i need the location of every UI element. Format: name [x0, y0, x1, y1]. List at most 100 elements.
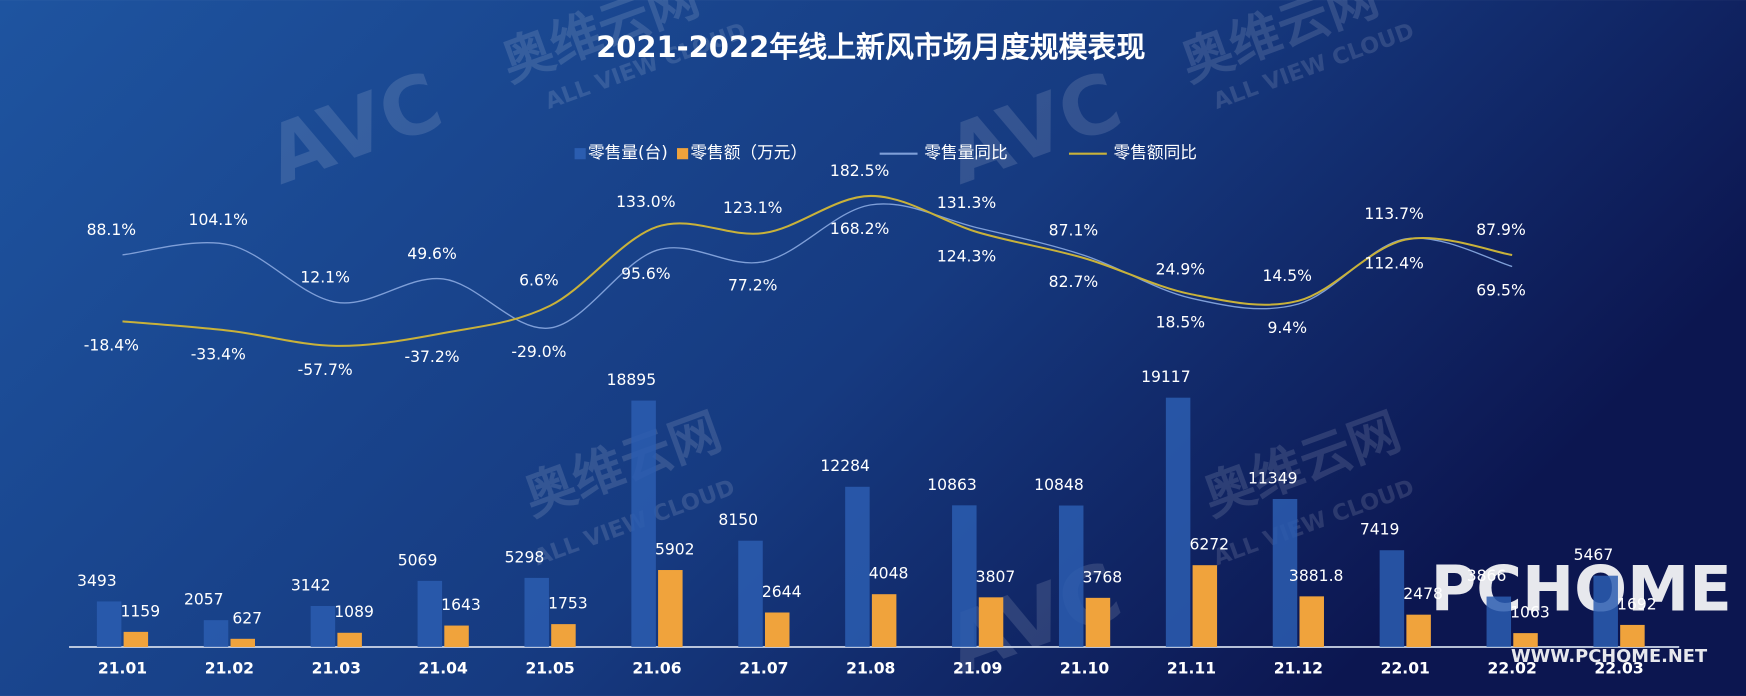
data-label: 131.3% [937, 194, 996, 212]
bar [978, 597, 1004, 647]
data-label: 18.5% [1156, 313, 1206, 331]
bar [96, 601, 122, 647]
data-label: 104.1% [189, 211, 248, 229]
data-label: 19117 [1141, 368, 1191, 386]
data-label: 12284 [820, 457, 870, 475]
x-tick-label: 21.01 [98, 660, 147, 678]
legend-label: 零售额（万元） [690, 142, 807, 162]
data-label: 95.6% [621, 265, 671, 283]
data-label: 87.9% [1476, 221, 1526, 239]
data-label: 3881.8 [1289, 567, 1344, 585]
data-label: 87.1% [1049, 221, 1099, 239]
data-label: 112.4% [1364, 255, 1423, 273]
data-label: 3142 [291, 576, 331, 594]
bar [1299, 596, 1324, 647]
data-label: 5467 [1574, 546, 1614, 564]
x-tick-label: 21.12 [1274, 660, 1323, 678]
bar [417, 580, 443, 647]
data-label: 10863 [927, 476, 977, 494]
data-label: 1643 [441, 596, 481, 614]
data-label: 12.1% [300, 268, 350, 286]
legend-swatch [677, 148, 689, 160]
data-label: 82.7% [1049, 273, 1099, 291]
bar [1058, 505, 1084, 647]
bar [1593, 575, 1618, 647]
data-label: 8150 [718, 511, 758, 529]
bar [310, 606, 336, 647]
bar [845, 486, 870, 647]
legend-swatch [574, 148, 586, 160]
bar [1085, 597, 1111, 647]
data-label: 24.9% [1156, 260, 1206, 278]
x-tick-label: 21.02 [205, 660, 254, 678]
legend-label: 零售额同比 [1114, 142, 1197, 162]
line [122, 194, 1513, 347]
line [122, 203, 1513, 329]
x-tick-label: 21.03 [312, 660, 361, 678]
legend-label: 零售量(台) [588, 142, 668, 162]
data-label: 182.5% [830, 162, 889, 180]
data-label: 10848 [1034, 476, 1084, 494]
data-label: 5069 [398, 551, 438, 569]
bar [631, 400, 656, 647]
bar [1165, 397, 1191, 647]
data-label: 88.1% [87, 221, 137, 239]
data-label: 3768 [1083, 568, 1123, 586]
legend-label: 零售量同比 [924, 142, 1007, 162]
data-label: 124.3% [937, 247, 996, 265]
data-label: 2644 [762, 583, 802, 601]
bar [444, 625, 469, 647]
data-label: 133.0% [616, 193, 675, 211]
data-label: 11349 [1248, 469, 1298, 487]
bar [1620, 624, 1645, 647]
data-label: 2057 [184, 591, 224, 609]
data-label: 113.7% [1364, 205, 1423, 223]
data-label: -33.4% [191, 346, 246, 364]
bar [1272, 498, 1298, 647]
bar [203, 620, 229, 647]
data-label: 49.6% [407, 245, 457, 263]
data-label: 77.2% [728, 277, 778, 295]
bar [952, 505, 977, 647]
data-label: 5902 [655, 540, 695, 558]
x-tick-label: 21.10 [1060, 660, 1109, 678]
x-tick-label: 21.06 [632, 660, 681, 678]
data-label: -37.2% [404, 348, 459, 366]
bar [1192, 565, 1218, 647]
bar [871, 594, 897, 647]
data-label: -18.4% [84, 336, 139, 354]
bar [123, 631, 149, 647]
data-label: 1159 [120, 602, 160, 620]
bar [230, 638, 255, 647]
data-label: 6272 [1189, 536, 1229, 554]
data-label: -57.7% [298, 361, 353, 379]
watermark: WWW.PCHOME.NET [1511, 646, 1708, 667]
chart-title: 2021-2022年线上新风市场月度规模表现 [596, 30, 1145, 64]
bar [738, 540, 763, 647]
data-label: 5298 [505, 548, 545, 566]
x-tick-label: 21.11 [1167, 660, 1216, 678]
data-label: 168.2% [830, 220, 889, 238]
bar [764, 612, 790, 647]
x-tick-label: 21.08 [846, 660, 895, 678]
watermark: PCHOME [1431, 553, 1732, 626]
bar [551, 624, 576, 647]
bar [1486, 596, 1512, 647]
x-tick-label: 21.09 [953, 660, 1002, 678]
bar [1513, 633, 1538, 647]
data-label: -29.0% [511, 343, 566, 361]
bar [658, 570, 683, 647]
data-label: 2478 [1403, 585, 1443, 603]
data-label: 14.5% [1262, 267, 1312, 285]
data-label: 627 [232, 609, 262, 627]
data-label: 1089 [334, 603, 374, 621]
data-label: 18895 [607, 371, 657, 389]
bar [524, 577, 549, 647]
data-label: 69.5% [1476, 281, 1526, 299]
x-tick-label: 22.02 [1488, 660, 1537, 678]
x-tick-label: 22.01 [1381, 660, 1430, 678]
data-label: 1063 [1510, 604, 1550, 622]
data-label: 3807 [976, 568, 1016, 586]
data-label: 3493 [77, 572, 117, 590]
